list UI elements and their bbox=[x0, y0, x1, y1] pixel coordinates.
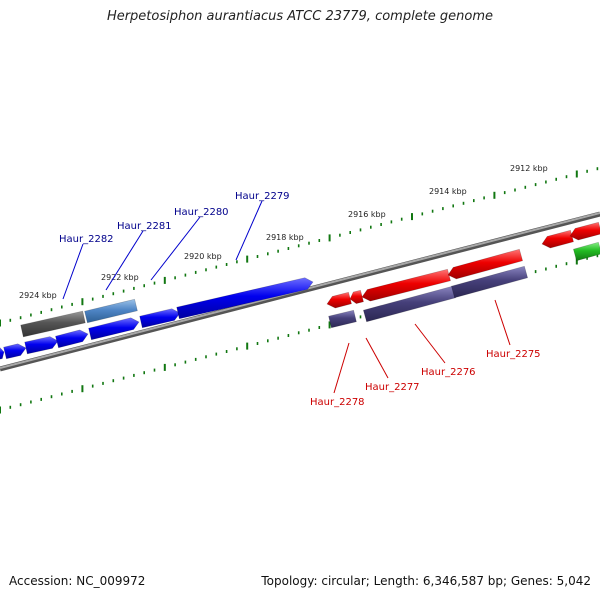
gene-label-haur-2278[interactable]: Haur_2278 bbox=[310, 397, 365, 408]
gene-label-haur-2280[interactable]: Haur_2280 bbox=[174, 207, 229, 218]
scale-label: 2922 kbp bbox=[101, 273, 139, 282]
scale-label: 2920 kbp bbox=[184, 252, 222, 261]
gene-label-leader bbox=[105, 230, 144, 291]
gene-arrow[interactable] bbox=[569, 221, 600, 241]
gene-label-haur-2275[interactable]: Haur_2275 bbox=[486, 349, 541, 360]
gene-label-leader bbox=[494, 299, 511, 346]
gene-label-leader bbox=[365, 337, 389, 379]
gene-arrow-haur-2276[interactable] bbox=[451, 265, 528, 299]
gene-features bbox=[0, 221, 600, 360]
gene-label-haur-2279[interactable]: Haur_2279 bbox=[235, 191, 290, 202]
gene-label-haur-2276[interactable]: Haur_2276 bbox=[421, 367, 476, 378]
gene-label-leader bbox=[235, 200, 263, 261]
gene-arrow[interactable] bbox=[0, 347, 5, 360]
scale-ticks-upper bbox=[0, 167, 599, 327]
gene-arrow[interactable] bbox=[541, 229, 574, 249]
gene-arrow-haur-2282[interactable] bbox=[20, 310, 86, 338]
gene-label-haur-2282[interactable]: Haur_2282 bbox=[59, 234, 114, 245]
gene-arrow[interactable] bbox=[573, 241, 600, 262]
page-title: Herpetosiphon aurantiacus ATCC 23779, co… bbox=[106, 9, 494, 24]
scale-labels: 2912 kbp 2914 kbp 2916 kbp 2918 kbp 2920… bbox=[19, 164, 548, 300]
scale-label: 2912 kbp bbox=[510, 164, 548, 173]
gene-arrow-haur-2278[interactable] bbox=[328, 309, 357, 329]
gene-arrow[interactable] bbox=[447, 248, 523, 280]
gene-arrow[interactable] bbox=[55, 329, 89, 349]
gene-label-haur-2277[interactable]: Haur_2277 bbox=[365, 382, 420, 393]
scale-label: 2916 kbp bbox=[348, 210, 386, 219]
gene-arrow-haur-2280[interactable] bbox=[139, 308, 181, 329]
gene-label-leader bbox=[414, 323, 446, 364]
gene-label-leader bbox=[333, 342, 350, 394]
gene-labels-top: Haur_2282 Haur_2281 Haur_2280 Haur_2279 bbox=[59, 191, 290, 300]
gene-arrow-haur-2279[interactable] bbox=[176, 277, 314, 320]
gene-arrow[interactable] bbox=[88, 317, 140, 341]
gene-arrow[interactable] bbox=[24, 336, 59, 355]
gene-label-haur-2281[interactable]: Haur_2281 bbox=[117, 221, 172, 232]
genome-summary-text: Topology: circular; Length: 6,346,587 bp… bbox=[261, 574, 591, 588]
scale-label: 2918 kbp bbox=[266, 233, 304, 242]
accession-text: Accession: NC_009972 bbox=[9, 574, 146, 588]
gene-label-leader bbox=[62, 243, 84, 300]
gene-labels-bottom: Haur_2278 Haur_2277 Haur_2276 Haur_2275 bbox=[310, 299, 541, 408]
gene-arrow[interactable] bbox=[3, 343, 27, 360]
gene-label-leader bbox=[150, 216, 201, 281]
gene-arrow-haur-2281[interactable] bbox=[84, 298, 138, 324]
gene-arrow-haur-2277[interactable] bbox=[363, 285, 456, 323]
gene-arrow[interactable] bbox=[326, 291, 352, 309]
scale-label: 2914 kbp bbox=[429, 187, 467, 196]
gene-arrow[interactable] bbox=[349, 289, 364, 304]
scale-label: 2924 kbp bbox=[19, 291, 57, 300]
